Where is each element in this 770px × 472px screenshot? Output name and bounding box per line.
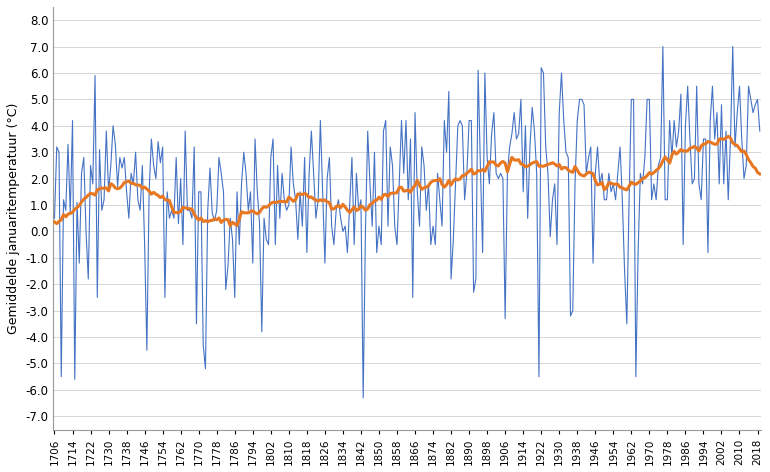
Y-axis label: Gemiddelde januaritemperatuur (°C): Gemiddelde januaritemperatuur (°C) (7, 102, 20, 334)
